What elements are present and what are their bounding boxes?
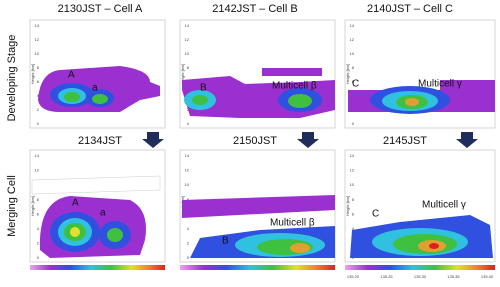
panel-title: 2145JST xyxy=(383,135,427,147)
y-tick-label: 8 xyxy=(37,65,40,70)
y-tick-label: 6 xyxy=(352,211,355,216)
y-axis-label: Height [km] xyxy=(30,196,35,216)
echo-shapes xyxy=(31,66,495,258)
y-tick-label: 12 xyxy=(35,168,40,173)
annotation: A xyxy=(68,70,75,81)
y-axis-label: Height [km] xyxy=(345,196,350,216)
x-tick-label: 135.25 xyxy=(380,274,393,279)
annotation: B xyxy=(222,236,229,247)
y-tick-label: 10 xyxy=(185,182,190,187)
annotation: Multicell γ xyxy=(418,79,462,90)
y-tick-label: 10 xyxy=(35,51,40,56)
y-tick-label: 12 xyxy=(350,168,355,173)
y-tick-label: 14 xyxy=(350,153,355,158)
y-tick-label: 12 xyxy=(185,168,190,173)
annotation: Multicell β xyxy=(270,218,315,229)
colorbar xyxy=(30,265,165,270)
y-tick-label: 2 xyxy=(37,240,40,245)
panel-title: 2150JST xyxy=(233,135,277,147)
y-tick-label: 8 xyxy=(187,197,190,202)
y-tick-label: 10 xyxy=(350,182,355,187)
y-tick-label: 8 xyxy=(37,197,40,202)
annotation: B xyxy=(200,83,207,94)
y-tick-label: 4 xyxy=(37,226,40,231)
y-tick-label: 2 xyxy=(187,240,190,245)
x-tick-label: 135.35 xyxy=(447,274,460,279)
y-tick-label: 14 xyxy=(185,23,190,28)
y-tick-label: 8 xyxy=(187,65,190,70)
panel-title: 2140JST – Cell C xyxy=(367,3,453,15)
y-tick-label: 14 xyxy=(185,153,190,158)
y-tick-label: 14 xyxy=(350,23,355,28)
y-axis-label: Height [km] xyxy=(30,64,35,84)
y-tick-label: 0 xyxy=(352,121,355,126)
y-tick-label: 6 xyxy=(37,79,40,84)
y-tick-label: 6 xyxy=(352,79,355,84)
colorbar xyxy=(345,265,495,270)
panel-title: 2142JST – Cell B xyxy=(212,3,297,15)
y-tick-label: 4 xyxy=(187,226,190,231)
y-tick-label: 0 xyxy=(37,121,40,126)
y-tick-label: 6 xyxy=(37,211,40,216)
y-tick-label: 8 xyxy=(352,197,355,202)
x-tick-label: 135.40 xyxy=(481,274,494,279)
annotation: Multicell γ xyxy=(422,200,466,211)
y-axis-label: Height [km] xyxy=(180,64,185,84)
colorbar xyxy=(180,265,335,270)
y-tick-label: 4 xyxy=(352,226,355,231)
x-tick-label: 135.30 xyxy=(414,274,427,279)
y-tick-label: 0 xyxy=(37,255,40,260)
annotation: a xyxy=(100,208,106,219)
annotation: C xyxy=(352,79,359,90)
y-tick-label: 12 xyxy=(350,37,355,42)
annotation: A xyxy=(72,198,79,209)
panel-title: 2134JST xyxy=(78,135,122,147)
annotation: Multicell β xyxy=(272,81,317,92)
y-axis-label: Height [km] xyxy=(345,64,350,84)
y-tick-label: 2 xyxy=(37,107,40,112)
row-label: Merging Cell xyxy=(6,175,18,237)
y-tick-label: 14 xyxy=(35,23,40,28)
y-tick-label: 12 xyxy=(185,37,190,42)
y-tick-label: 12 xyxy=(35,37,40,42)
y-tick-label: 0 xyxy=(187,255,190,260)
y-tick-label: 14 xyxy=(35,153,40,158)
y-tick-label: 4 xyxy=(37,93,40,98)
y-tick-label: 8 xyxy=(352,65,355,70)
y-tick-label: 0 xyxy=(187,121,190,126)
y-tick-label: 10 xyxy=(350,51,355,56)
y-tick-label: 10 xyxy=(185,51,190,56)
x-tick-label: 135.20 xyxy=(347,274,360,279)
annotation: a xyxy=(92,83,98,94)
panel-title: 2130JST – Cell A xyxy=(58,3,143,15)
arrows xyxy=(142,132,478,148)
annotation: C xyxy=(372,209,379,220)
row-label: Developing Stage xyxy=(6,35,18,122)
